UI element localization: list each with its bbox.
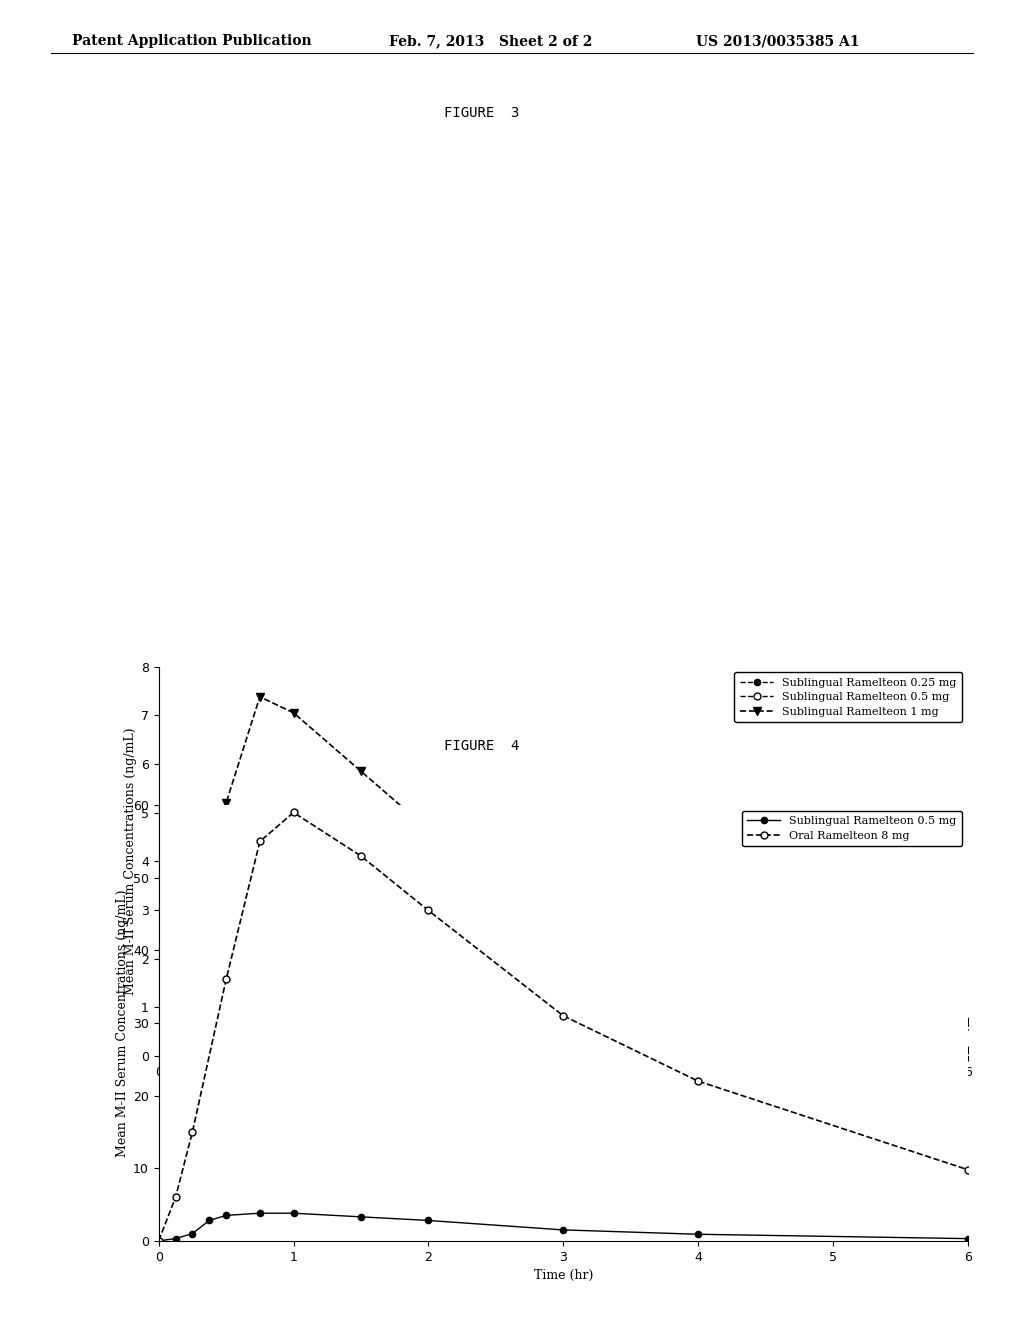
Sublingual Ramelteon 1 mg (254, 689, 266, 705)
Sublingual Ramelteon 0.5 mg (153, 1048, 165, 1064)
Sublingual Ramelteon 0.25 mg (254, 1007, 266, 1023)
Sublingual Ramelteon 0.5 mg (203, 1213, 215, 1229)
Oral Ramelteon 8 mg (186, 1123, 199, 1139)
Y-axis label: Mean M-II Serum Concentrations (ng/mL): Mean M-II Serum Concentrations (ng/mL) (116, 890, 129, 1156)
Line: Sublingual Ramelteon 1 mg: Sublingual Ramelteon 1 mg (155, 693, 972, 1060)
Sublingual Ramelteon 1 mg (422, 822, 434, 838)
Sublingual Ramelteon 0.5 mg (254, 892, 266, 908)
Sublingual Ramelteon 0.5 mg (169, 1044, 181, 1060)
Sublingual Ramelteon 1 mg (186, 870, 199, 886)
Sublingual Ramelteon 0.25 mg (557, 1002, 569, 1018)
Sublingual Ramelteon 0.5 mg (354, 1209, 367, 1225)
Oral Ramelteon 8 mg (354, 847, 367, 863)
Sublingual Ramelteon 0.5 mg (288, 1205, 300, 1221)
X-axis label: Time (hr): Time (hr) (534, 1084, 593, 1097)
Sublingual Ramelteon 0.25 mg (692, 1024, 705, 1040)
Sublingual Ramelteon 0.5 mg (962, 1230, 974, 1246)
Sublingual Ramelteon 0.25 mg (169, 1045, 181, 1061)
Sublingual Ramelteon 0.5 mg (422, 921, 434, 937)
Oral Ramelteon 8 mg (422, 903, 434, 919)
Legend: Sublingual Ramelteon 0.5 mg, Oral Ramelteon 8 mg: Sublingual Ramelteon 0.5 mg, Oral Ramelt… (741, 810, 963, 846)
Sublingual Ramelteon 1 mg (153, 1048, 165, 1064)
Sublingual Ramelteon 1 mg (692, 944, 705, 960)
Sublingual Ramelteon 1 mg (169, 975, 181, 991)
Oral Ramelteon 8 mg (557, 1008, 569, 1024)
Sublingual Ramelteon 0.5 mg (254, 1205, 266, 1221)
Sublingual Ramelteon 0.25 mg (186, 1038, 199, 1053)
Sublingual Ramelteon 1 mg (288, 705, 300, 721)
Sublingual Ramelteon 0.5 mg (288, 875, 300, 891)
Oral Ramelteon 8 mg (220, 972, 232, 987)
Sublingual Ramelteon 0.5 mg (169, 1230, 181, 1246)
Sublingual Ramelteon 0.25 mg (288, 962, 300, 978)
X-axis label: Time (hr): Time (hr) (534, 1269, 593, 1282)
Sublingual Ramelteon 0.5 mg (692, 1226, 705, 1242)
Sublingual Ramelteon 0.5 mg (422, 1213, 434, 1229)
Legend: Sublingual Ramelteon 0.25 mg, Sublingual Ramelteon 0.5 mg, Sublingual Ramelteon : Sublingual Ramelteon 0.25 mg, Sublingual… (734, 672, 963, 722)
Oral Ramelteon 8 mg (288, 804, 300, 820)
Text: US 2013/0035385 A1: US 2013/0035385 A1 (696, 34, 860, 49)
Oral Ramelteon 8 mg (169, 1189, 181, 1205)
Sublingual Ramelteon 0.5 mg (962, 1018, 974, 1034)
Sublingual Ramelteon 0.25 mg (153, 1048, 165, 1064)
Text: FIGURE  3: FIGURE 3 (443, 106, 519, 120)
Sublingual Ramelteon 0.25 mg (354, 968, 367, 983)
Sublingual Ramelteon 0.5 mg (220, 1208, 232, 1224)
Line: Sublingual Ramelteon 0.5 mg: Sublingual Ramelteon 0.5 mg (156, 879, 971, 1060)
Sublingual Ramelteon 0.25 mg (962, 1043, 974, 1059)
Sublingual Ramelteon 1 mg (557, 895, 569, 911)
Sublingual Ramelteon 0.25 mg (220, 1024, 232, 1040)
Text: Feb. 7, 2013   Sheet 2 of 2: Feb. 7, 2013 Sheet 2 of 2 (389, 34, 593, 49)
Sublingual Ramelteon 1 mg (220, 795, 232, 810)
Line: Sublingual Ramelteon 0.25 mg: Sublingual Ramelteon 0.25 mg (156, 968, 971, 1059)
Sublingual Ramelteon 0.5 mg (557, 956, 569, 972)
Oral Ramelteon 8 mg (153, 1233, 165, 1249)
Line: Oral Ramelteon 8 mg: Oral Ramelteon 8 mg (156, 809, 971, 1245)
Sublingual Ramelteon 0.5 mg (153, 1233, 165, 1249)
Line: Sublingual Ramelteon 0.5 mg: Sublingual Ramelteon 0.5 mg (156, 1210, 971, 1243)
Oral Ramelteon 8 mg (962, 1162, 974, 1177)
Sublingual Ramelteon 1 mg (962, 1014, 974, 1030)
Text: FIGURE  4: FIGURE 4 (443, 739, 519, 754)
Sublingual Ramelteon 0.5 mg (186, 1225, 199, 1241)
Sublingual Ramelteon 0.5 mg (354, 907, 367, 923)
Sublingual Ramelteon 0.5 mg (220, 965, 232, 981)
Text: Patent Application Publication: Patent Application Publication (72, 34, 311, 49)
Oral Ramelteon 8 mg (254, 834, 266, 850)
Oral Ramelteon 8 mg (692, 1073, 705, 1089)
Sublingual Ramelteon 1 mg (354, 763, 367, 779)
Sublingual Ramelteon 0.5 mg (557, 1222, 569, 1238)
Sublingual Ramelteon 0.5 mg (692, 979, 705, 995)
Sublingual Ramelteon 0.25 mg (422, 983, 434, 999)
Y-axis label: Mean M-II Serum Concentrations (ng/mL): Mean M-II Serum Concentrations (ng/mL) (124, 727, 137, 995)
Sublingual Ramelteon 0.5 mg (186, 1036, 199, 1052)
